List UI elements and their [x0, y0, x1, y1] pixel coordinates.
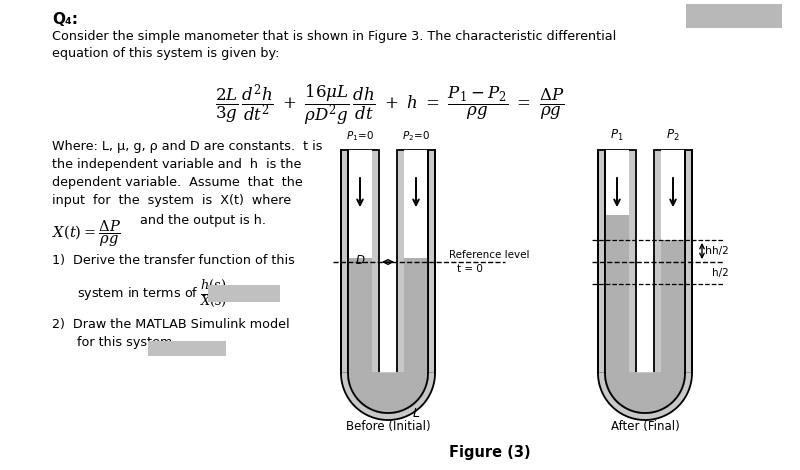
Text: D: D	[356, 254, 365, 267]
Text: the independent variable and  h  is the: the independent variable and h is the	[52, 158, 302, 171]
Text: Where: L, μ, g, ρ and D are constants.  t is: Where: L, μ, g, ρ and D are constants. t…	[52, 140, 322, 153]
Text: dependent variable.  Assume  that  the: dependent variable. Assume that the	[52, 176, 302, 189]
Text: $P_2$: $P_2$	[666, 128, 680, 143]
Text: for this system.: for this system.	[77, 336, 177, 349]
Text: Before (Initial): Before (Initial)	[346, 420, 430, 433]
Bar	[654, 150, 692, 373]
Text: h/2: h/2	[712, 246, 729, 256]
Bar	[605, 215, 629, 373]
Bar	[598, 150, 636, 373]
Text: $\dfrac{2L}{3g}\,\dfrac{d^2h}{dt^2}\ +\ \dfrac{16\mu L}{\rho D^2g}\,\dfrac{dh}{d: $\dfrac{2L}{3g}\,\dfrac{d^2h}{dt^2}\ +\ …	[215, 83, 565, 127]
Text: $X(t) = \dfrac{\Delta P}{\rho g}$: $X(t) = \dfrac{\Delta P}{\rho g}$	[52, 218, 121, 249]
Text: $P_1\!=\!0$: $P_1\!=\!0$	[346, 129, 374, 143]
Polygon shape	[348, 373, 428, 413]
Text: Consider the simple manometer that is shown in Figure 3. The characteristic diff: Consider the simple manometer that is sh…	[52, 30, 616, 43]
Text: $P_1$: $P_1$	[610, 128, 624, 143]
Polygon shape	[348, 373, 428, 413]
Bar	[348, 258, 372, 373]
Bar	[341, 150, 379, 373]
Bar	[208, 285, 280, 302]
Polygon shape	[341, 373, 435, 420]
Text: Reference level: Reference level	[449, 250, 530, 260]
Bar	[661, 240, 685, 373]
Text: input  for  the  system  is  X(t)  where: input for the system is X(t) where	[52, 194, 291, 207]
Polygon shape	[605, 373, 685, 413]
Text: 1)  Derive the transfer function of this: 1) Derive the transfer function of this	[52, 254, 295, 267]
Text: h: h	[705, 246, 712, 256]
Bar	[148, 341, 226, 356]
Bar	[348, 150, 372, 373]
Polygon shape	[598, 373, 692, 420]
Text: and the output is h.: and the output is h.	[140, 214, 266, 227]
Text: h/2: h/2	[712, 268, 729, 278]
Text: system in terms of $\dfrac{h(s)}{X(s)}$.: system in terms of $\dfrac{h(s)}{X(s)}$.	[77, 278, 232, 310]
Bar	[686, 4, 782, 28]
Text: Q₄:: Q₄:	[52, 12, 78, 27]
Text: t = 0: t = 0	[457, 264, 483, 274]
Polygon shape	[605, 373, 685, 413]
Text: 2)  Draw the MATLAB Simulink model: 2) Draw the MATLAB Simulink model	[52, 318, 290, 331]
Bar	[397, 150, 435, 373]
Text: L: L	[413, 407, 419, 420]
Bar	[404, 150, 428, 373]
Text: Figure (3): Figure (3)	[449, 445, 531, 460]
Bar	[404, 258, 428, 373]
Text: After (Final): After (Final)	[610, 420, 679, 433]
Text: equation of this system is given by:: equation of this system is given by:	[52, 47, 279, 60]
Bar	[661, 150, 685, 373]
Bar	[605, 150, 629, 373]
Text: $P_2\!=\!0$: $P_2\!=\!0$	[402, 129, 430, 143]
